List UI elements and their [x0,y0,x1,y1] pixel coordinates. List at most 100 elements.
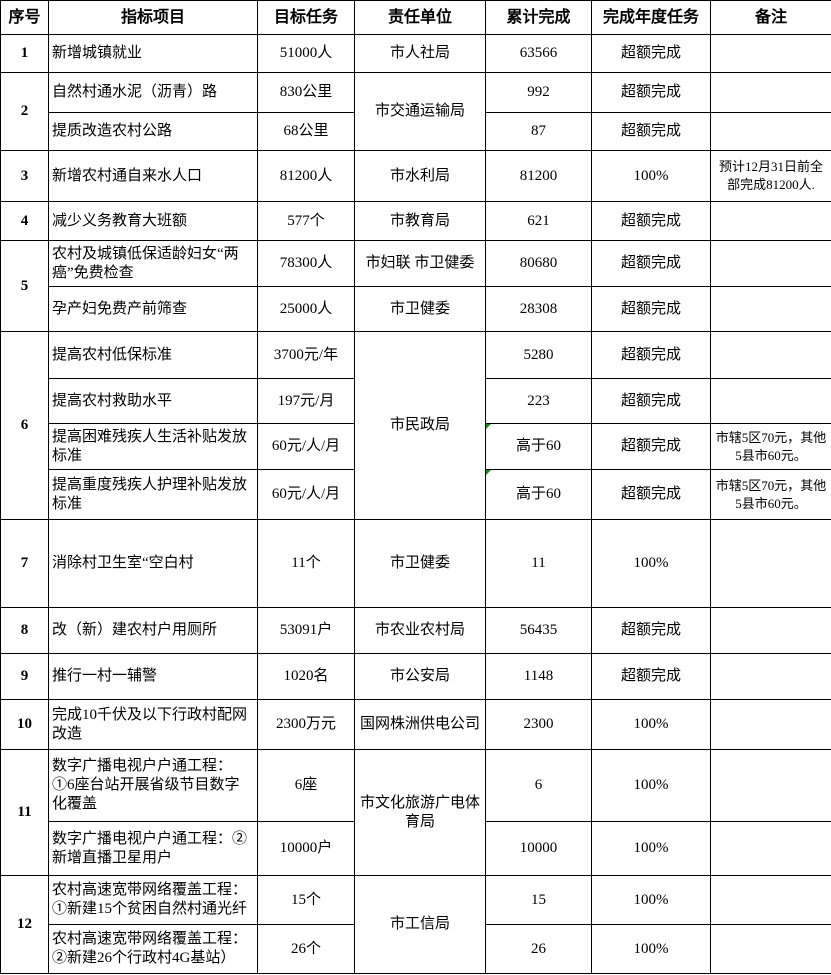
target-task-text: 26个 [290,940,321,957]
table-row: 7 消除村卫生室“空白村 11个 市卫健委 11 100% [0,519,831,608]
row-number: 10 [0,699,49,750]
indicator-item-text: 提高困难残疾人生活补贴发放标准 [52,428,248,464]
indicator-item-text: 新增城镇就业 [52,45,143,61]
note [710,924,831,974]
note [710,201,831,241]
header-row: 序号 指标项目 目标任务 责任单位 累计完成 完成年度任务 备注 [0,0,831,35]
cumulative-done: 63566 [485,34,592,73]
responsible-unit-text: 市妇联 市卫健委 [365,255,475,271]
indicator-item: 新增农村通自来水人口 [48,150,258,202]
cumulative-done: 28308 [485,286,592,332]
note [710,112,831,151]
cumulative-done-text: 1148 [523,668,554,684]
annual-status: 超额完成 [591,286,711,332]
target-task-text: 6座 [294,777,318,793]
note [710,331,831,379]
cumulative-done: 11 [485,519,592,608]
table-row: 9 推行一村一辅警 1020名 市公安局 1148 超额完成 [0,653,831,700]
table-row: 数字广播电视户户通工程：②新增直播卫星用户 10000户 10000 100% [1,821,831,876]
table-row: 11 数字广播电视户户通工程：①6座台站开展省级节目数字化覆盖 6座 市文化旅游广电体… [0,749,831,876]
indicator-item: 农村高速宽带网络覆盖工程：②新建26个行政村4G基站） [48,924,258,974]
indicator-item: 提高农村低保标准 [48,331,258,379]
cumulative-done-text: 15 [531,891,546,908]
header-item: 指标项目 [48,0,258,35]
note-text: 市辖5区70元，其他5县市60元。 [715,429,827,463]
cumulative-done-text: 992 [527,84,550,100]
indicator-item: 提高困难残疾人生活补贴发放标准 [48,423,258,470]
annual-status: 100% [591,749,711,822]
cumulative-done: 81200 [485,150,592,202]
cumulative-done-text: 高于60 [515,438,561,454]
indicator-item-text: 农村及城镇低保适龄妇女“两癌”免费检查 [52,245,239,281]
note [710,749,831,822]
indicator-item-text: 减少义务教育大班额 [52,212,188,229]
target-task-text: 78300人 [279,255,333,271]
row-number: 1 [0,34,49,73]
table-row: 5 农村及城镇低保适龄妇女“两癌”免费检查 78300人 市妇联 市卫健委 80680 超… [0,240,831,332]
indicator-item: 农村及城镇低保适龄妇女“两癌”免费检查 [48,240,258,287]
cumulative-done-text: 6 [534,777,543,793]
table-row: 提高农村救助水平 197元/月 223 超额完成 [1,378,831,424]
annual-status: 超额完成 [591,607,711,654]
cumulative-done: 10000 [485,821,592,876]
target-task-text: 197元/月 [277,392,335,409]
row-number-text: 1 [20,45,29,61]
responsible-unit: 市妇联 市卫健委 [354,240,486,287]
target-task: 60元/人/月 [257,469,355,520]
row-number: 4 [0,201,49,241]
cumulative-done-text: 621 [527,212,550,229]
annual-status: 100% [591,924,711,974]
target-task: 197元/月 [257,378,355,424]
indicator-item: 新增城镇就业 [48,34,258,73]
indicator-item: 提质改造农村公路 [48,112,258,151]
table-row: 12 农村高速宽带网络覆盖工程：①新建15个贫困自然村通光纤 15个 市工信局 15 10… [0,875,831,974]
responsible-unit-text: 国网株洲供电公司 [359,716,480,732]
indicator-item: 推行一村一辅警 [48,653,258,700]
cumulative-done-text: 63566 [519,45,558,61]
table-row: 6 提高农村低保标准 3700元/年 市民政局 5280 超额完成 [0,331,831,520]
annual-status-text: 100% [633,891,669,908]
target-task-text: 577个 [287,212,325,229]
cumulative-done: 992 [485,72,592,113]
row-number-text: 12 [17,916,32,932]
cumulative-done-text: 80680 [519,255,558,271]
table-row: 提质改造农村公路 68公里 87 超额完成 [1,112,831,151]
indicator-item-text: 完成10千伏及以下行政村配网改造 [52,706,248,742]
cumulative-done-text: 81200 [519,167,558,184]
annual-status-text: 100% [633,840,669,856]
cumulative-done-text: 87 [531,123,546,139]
cumulative-done-text: 高于60 [515,486,561,502]
annual-status: 超额完成 [591,34,711,73]
table-row: 4 减少义务教育大班额 577个 市教育局 621 超额完成 [0,201,831,241]
annual-status-text: 超额完成 [620,668,681,684]
target-task: 51000人 [257,34,355,73]
responsible-unit-text: 市公安局 [389,668,450,684]
target-task-text: 3700元/年 [273,346,339,363]
cumulative-done-text: 26 [531,940,546,957]
cumulative-done: 621 [485,201,592,241]
cumulative-done: 56435 [485,607,592,654]
responsible-unit: 市人社局 [354,34,486,73]
target-task: 26个 [257,924,355,974]
header-done: 累计完成 [485,0,592,35]
target-task-text: 53091户 [279,622,333,638]
cumulative-done: 87 [485,112,592,151]
target-task: 3700元/年 [257,331,355,379]
target-task: 11个 [257,519,355,608]
annual-status-text: 超额完成 [620,300,681,317]
note [710,378,831,424]
annual-status: 超额完成 [591,112,711,151]
indicator-item: 自然村通水泥（沥青）路 [48,72,258,113]
responsible-unit-text: 市卫健委 [389,555,450,571]
annual-status-text: 超额完成 [620,45,681,61]
annual-status: 超额完成 [591,201,711,241]
indicator-item-text: 自然村通水泥（沥青）路 [52,84,218,100]
cumulative-done-text: 5280 [523,346,554,363]
table-row: 农村高速宽带网络覆盖工程：②新建26个行政村4G基站） 26个 26 100% [1,924,831,974]
annual-status: 超额完成 [591,240,711,287]
target-task: 60元/人/月 [257,423,355,470]
row-number-text: 9 [20,668,29,684]
table-row: 1 新增城镇就业 51000人 市人社局 63566 超额完成 [0,34,831,73]
row-number: 9 [0,653,49,700]
